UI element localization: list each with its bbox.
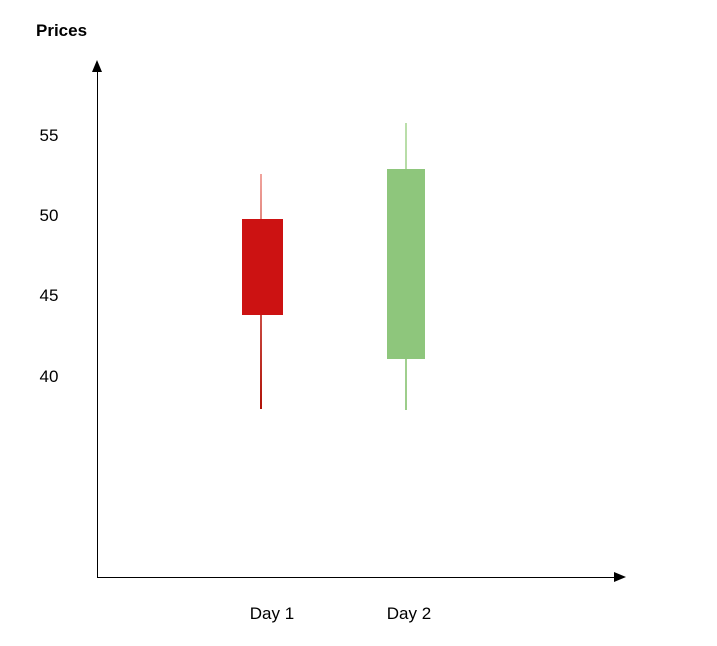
y-axis-tick-label: 50 [39,205,59,225]
candle-body-bullish [387,169,425,359]
x-axis-arrow-icon [614,571,626,582]
y-axis-tick-label: 55 [39,125,59,145]
x-axis-line [97,576,616,579]
y-axis-tick-label: 45 [39,286,59,306]
y-axis-tick-label: 40 [39,366,59,386]
x-axis-category-label: Day 2 [386,604,432,623]
y-axis-arrow-icon [91,60,102,72]
y-axis-line [96,64,99,578]
x-axis-category-label: Day 1 [249,604,295,623]
candle-body-bearish [242,219,283,316]
chart-title: Prices [36,21,88,40]
